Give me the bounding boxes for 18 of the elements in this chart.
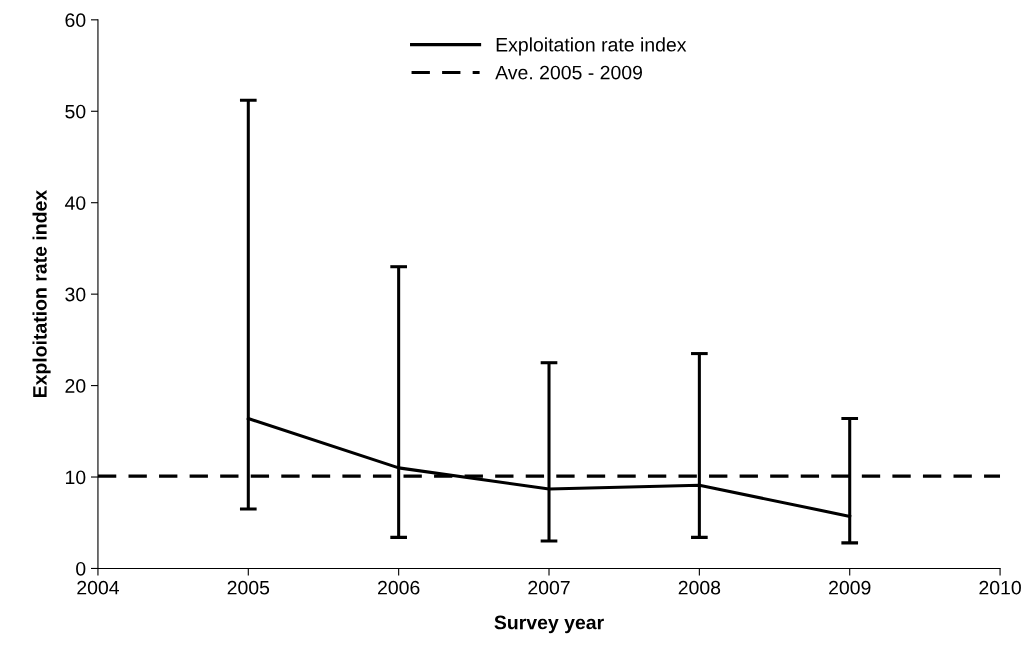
x-axis-title: Survey year <box>494 615 604 634</box>
x-tick-label: 2008 <box>678 580 721 595</box>
y-tick-label: 50 <box>65 104 86 119</box>
y-tick-label: 30 <box>65 287 86 302</box>
legend-label: Ave. 2005 - 2009 <box>495 65 642 80</box>
y-tick-label: 20 <box>65 379 86 393</box>
x-tick-label: 2010 <box>979 580 1021 595</box>
x-tick-label: 2004 <box>77 580 120 595</box>
y-tick-label: 60 <box>65 13 86 28</box>
legend-label: Exploitation rate index <box>496 37 687 56</box>
y-tick-label: 10 <box>66 470 86 485</box>
x-tick-label: 2005 <box>227 580 270 595</box>
x-tick-label: 2007 <box>528 580 570 595</box>
y-tick-label: 40 <box>64 196 86 210</box>
y-axis-title: Exploitation rate index <box>32 190 51 398</box>
x-tick-label: 2009 <box>829 580 871 595</box>
x-tick-label: 2006 <box>378 580 420 595</box>
y-tick-label: 0 <box>76 561 86 576</box>
